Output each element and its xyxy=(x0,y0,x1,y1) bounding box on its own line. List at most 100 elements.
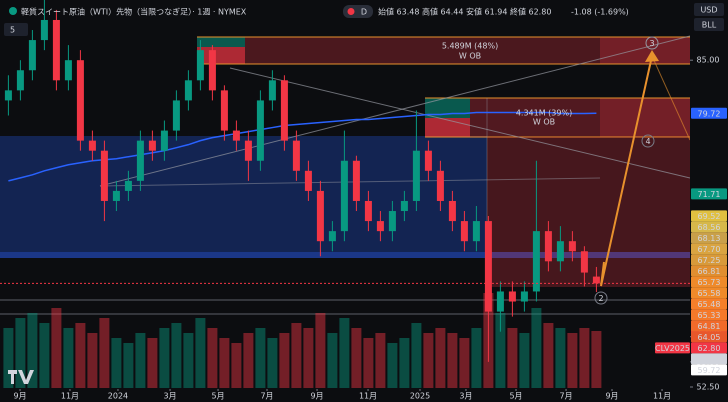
volume-bar xyxy=(63,328,74,388)
price-tag xyxy=(691,298,727,310)
candle-body xyxy=(16,70,24,91)
price-tag xyxy=(691,243,727,255)
badge-dot xyxy=(347,8,355,15)
volume-bar xyxy=(363,338,374,388)
volume-bar xyxy=(171,323,182,388)
volume-bar xyxy=(207,328,218,388)
volume-bar xyxy=(495,313,506,388)
volume-bar xyxy=(519,333,530,388)
x-tick-label: 5月 xyxy=(211,392,224,401)
projection: 3 4 2 5.489M (48%) W OB 4.341M (39%) W O… xyxy=(442,36,691,305)
unit: BLL xyxy=(702,21,717,30)
volume-bar xyxy=(531,308,542,388)
candle-body xyxy=(76,60,84,141)
price-label: 59.72 xyxy=(698,366,721,375)
volume-bar xyxy=(39,323,50,388)
volume-bar xyxy=(99,318,110,388)
order-block-ext xyxy=(600,37,690,64)
point-marker xyxy=(641,134,655,148)
volume-bar xyxy=(579,328,590,388)
x-tick-label: 11月 xyxy=(61,392,79,401)
volume-bar xyxy=(327,333,338,388)
candle-body xyxy=(28,40,36,71)
x-tick-label: 11月 xyxy=(653,392,671,401)
volume-bar xyxy=(471,328,482,388)
x-tick-label: 3月 xyxy=(459,392,472,401)
change: -1.08 (-1.69%) xyxy=(571,8,629,17)
candle-body xyxy=(232,130,240,141)
unit-box[interactable] xyxy=(694,18,724,31)
candle-body xyxy=(484,221,492,312)
candle-body xyxy=(520,291,528,302)
candle-body xyxy=(52,19,60,81)
volume-bar xyxy=(243,333,254,388)
time-axis xyxy=(0,389,690,402)
price-label: 68.13 xyxy=(698,234,721,243)
point-label: 3 xyxy=(649,39,654,48)
price-tag xyxy=(691,287,727,299)
candle-body xyxy=(256,100,264,161)
price-tag xyxy=(691,254,727,266)
candle-body xyxy=(148,140,156,151)
currency-box[interactable] xyxy=(694,3,724,16)
volume-bar xyxy=(183,333,194,388)
badge: D xyxy=(361,8,367,17)
price-tag xyxy=(691,342,727,354)
candle-body xyxy=(472,221,480,242)
candle-body xyxy=(292,140,300,171)
zone-label: 4.341M (39%) xyxy=(516,109,572,118)
volume-bar xyxy=(375,333,386,388)
price-label: 61.68 xyxy=(698,355,721,364)
candle-body xyxy=(364,200,372,222)
demand-zone xyxy=(0,136,487,252)
price-tag xyxy=(691,353,727,365)
volume-bar xyxy=(87,333,98,388)
order-block xyxy=(245,37,600,64)
volume-bar xyxy=(255,328,266,388)
candle-body xyxy=(436,170,444,201)
price-label: 79.72 xyxy=(698,109,721,118)
y-tick-label: 85.00 xyxy=(697,56,720,65)
ob-volume-up xyxy=(197,37,245,47)
candle-body xyxy=(244,140,252,161)
price-label: 62.80 xyxy=(698,344,721,353)
volume-bar xyxy=(459,338,470,388)
price-tag xyxy=(691,107,727,119)
candle-body xyxy=(280,80,288,141)
candle-body xyxy=(160,130,168,151)
candle-body xyxy=(532,231,540,292)
volume-bar xyxy=(51,308,62,388)
price-tag xyxy=(691,188,727,200)
price-tag xyxy=(691,265,727,277)
volume-bar xyxy=(195,318,206,388)
candle-body xyxy=(568,241,576,252)
price-tag xyxy=(691,221,727,233)
volume-bar xyxy=(423,333,434,388)
candle-body xyxy=(352,160,360,201)
volume-bar xyxy=(591,331,602,388)
currency: USD xyxy=(700,6,717,15)
price-label: 64.05 xyxy=(698,333,721,342)
price-tag xyxy=(691,276,727,288)
volume-bar xyxy=(555,328,566,388)
volume-bar xyxy=(351,328,362,388)
candle-body xyxy=(460,221,468,242)
axes: 1.14M85.0057.5055.0052.509月11月20243月5月7月… xyxy=(13,56,727,401)
price-label: 65.48 xyxy=(698,300,721,309)
volume-bar xyxy=(567,333,578,388)
volume-bar xyxy=(411,323,422,388)
candle-body xyxy=(400,200,408,212)
price-label: 64.81 xyxy=(698,322,721,331)
indicator-toggle[interactable] xyxy=(4,23,28,36)
x-tick-label: 7月 xyxy=(559,392,572,401)
point-marker xyxy=(645,36,659,50)
indicator-count: 5 xyxy=(10,26,15,35)
plot xyxy=(0,0,690,388)
volume-bar xyxy=(159,328,170,388)
candle-body xyxy=(136,140,144,181)
candle-body xyxy=(304,170,312,191)
x-tick-label: 9月 xyxy=(13,392,26,401)
candle-body xyxy=(580,251,588,273)
zone-label: W OB xyxy=(533,118,555,127)
volume-bar xyxy=(399,338,410,388)
